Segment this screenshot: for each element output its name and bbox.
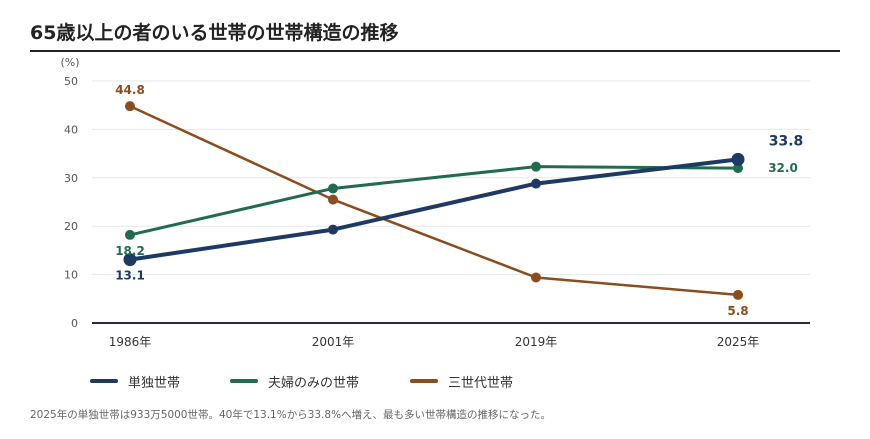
data-point-s2-2 [531, 272, 541, 283]
x-tick-3: 2025年 [717, 335, 760, 349]
legend-label-single: 単独世帯 [128, 376, 181, 391]
data-label-s0-0: 13.1 [115, 269, 145, 283]
data-label-s2-0: 44.8 [115, 83, 145, 97]
chart-title: 65歳以上の者のいる世帯の世帯構造の推移 [30, 22, 399, 44]
legend-label-three-gen: 三世代世帯 [448, 376, 514, 391]
legend-swatch-three-gen [410, 379, 438, 383]
data-label-s2-3: 5.8 [727, 304, 748, 318]
data-label-s0-3: 33.8 [769, 133, 804, 149]
data-point-s1-3 [733, 163, 743, 174]
x-tick-0: 1986年 [109, 335, 152, 349]
data-point-s0-0 [123, 253, 137, 267]
data-point-s0-2 [531, 178, 541, 189]
line-chart: 0 10 20 30 40 50 (%) 1986年 2001年 2019年 2025年 13.1 33… [60, 56, 810, 349]
x-tick-1: 2001年 [312, 335, 355, 349]
data-point-s1-1 [328, 183, 338, 194]
series-line-2 [128, 104, 740, 297]
data-point-s0-1 [328, 224, 338, 235]
data-point-s1-2 [531, 161, 541, 172]
y-tick-10: 10 [64, 269, 78, 282]
legend-swatch-single [90, 379, 118, 383]
data-point-s2-1 [328, 194, 338, 205]
title-divider [30, 50, 840, 52]
data-point-s2-0 [125, 101, 135, 112]
data-label-s1-3: 32.0 [768, 161, 798, 175]
data-point-s1-0 [125, 229, 135, 240]
legend-swatch-couple [230, 379, 258, 383]
y-tick-0: 0 [71, 317, 78, 330]
data-point-s2-3 [733, 289, 743, 300]
data-point-s0-3 [731, 152, 745, 166]
data-label-s1-0: 18.2 [115, 244, 145, 258]
y-tick-20: 20 [64, 220, 78, 233]
series-line-0 [128, 157, 740, 262]
y-tick-50: 50 [64, 75, 78, 88]
legend-label-couple: 夫婦のみの世帯 [268, 376, 360, 391]
y-axis-unit: (%) [60, 56, 79, 69]
series-line-1 [128, 165, 740, 237]
x-tick-2: 2019年 [515, 335, 558, 349]
y-tick-40: 40 [64, 123, 78, 136]
y-tick-30: 30 [64, 172, 78, 185]
footnote: 2025年の単独世帯は933万5000世帯。40年で13.1%から33.8%へ増… [30, 409, 552, 421]
